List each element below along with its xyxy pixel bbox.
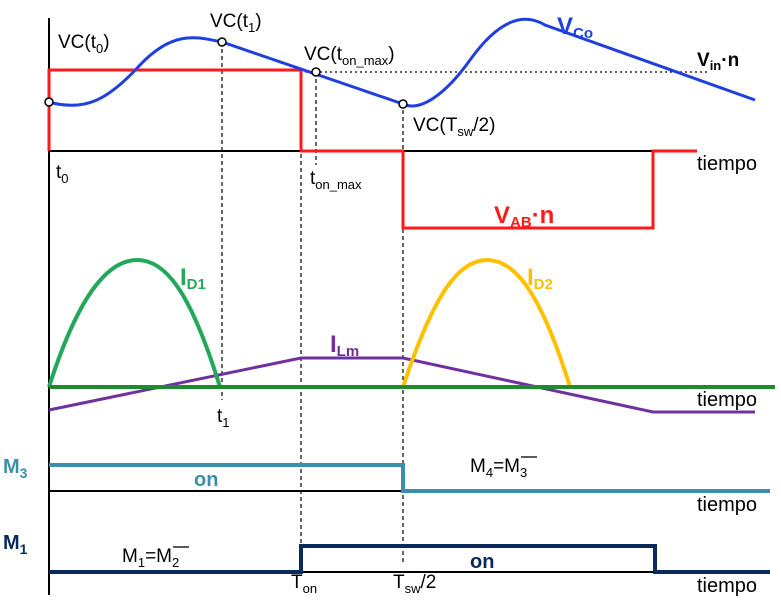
m3-gate-signal (49, 463, 770, 493)
ton-label: Ton (291, 572, 317, 596)
marker-vc-tsw2 (398, 99, 408, 109)
vc-tsw2-label: VC(Tsw/2) (413, 115, 495, 139)
m1-on-label: on (470, 551, 494, 573)
tsw2-label: Tsw/2 (393, 572, 436, 596)
m3-label: M3 (3, 456, 28, 481)
m1-equation: M1=M2 (122, 546, 179, 570)
vc-ton-max-label: VC(ton_max) (304, 44, 395, 68)
tiempo-label-m1: tiempo (697, 575, 757, 597)
marker-vc-t0 (44, 97, 54, 107)
id2-waveform (49, 257, 572, 389)
m1-label: M1 (3, 532, 28, 557)
id1-label: ID1 (180, 264, 206, 293)
t0-label: t0 (56, 162, 69, 186)
tiempo-label-m3: tiempo (697, 494, 757, 516)
tiempo-label-top: tiempo (697, 153, 757, 175)
vab-n-label: VAB·n (494, 202, 554, 231)
vab-n-waveform (47, 68, 697, 230)
marker-vc-t1 (217, 37, 227, 47)
m1-gate-signal (49, 544, 770, 574)
t1-label: t1 (217, 406, 230, 430)
id2-label: ID2 (527, 264, 553, 293)
time-guides (221, 42, 404, 565)
vco-waveform (48, 17, 756, 108)
m3-on-label: on (194, 469, 218, 491)
vco-label: VCo (557, 13, 593, 42)
ton-max-label: ton_max (310, 168, 362, 192)
id1-waveform (47, 257, 222, 388)
m4-equation: M4=M3 (470, 456, 527, 480)
tiempo-label-middle: tiempo (697, 389, 757, 411)
vin-n-label: Vin·n (697, 50, 739, 73)
ilm-label: ILm (330, 331, 359, 360)
vc-t1-label: VC(t1) (210, 11, 262, 35)
vc-markers (44, 37, 408, 109)
marker-vc-ton-max (311, 67, 321, 77)
vc-t0-label: VC(t0) (58, 32, 110, 56)
